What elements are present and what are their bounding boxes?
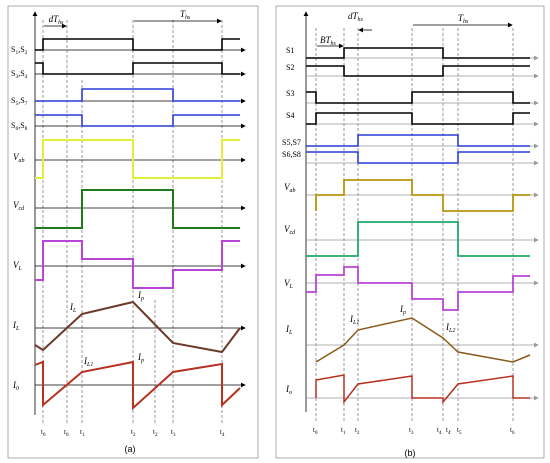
s3s4-label: S3,S4 [11, 69, 28, 80]
s1s2-wave [35, 38, 240, 51]
s5s7-b-wave [306, 134, 530, 147]
io-wave [34, 360, 241, 411]
s3-wave [306, 91, 530, 104]
vab-label: Vab [13, 152, 25, 164]
il1-label: IL1 [83, 356, 93, 368]
il-peak-label: IL [69, 302, 77, 314]
io-b-wave [315, 374, 530, 405]
s2-label: S2 [286, 63, 294, 72]
s3-label: S3 [286, 89, 294, 98]
s5s7-wave [35, 88, 240, 102]
vl-b-wave [306, 266, 530, 311]
panel-b-ticks: t0 t1 t2 t3 t4 t4' t5 t6 [313, 426, 515, 436]
vcd-b-wave [306, 221, 530, 257]
period-label: Ths [180, 9, 191, 21]
il-label: IL [12, 320, 20, 332]
il-b-label: IL [285, 324, 293, 336]
tick-label: t0 [41, 428, 46, 438]
vab-b-label: Vab [284, 182, 296, 194]
panel-a: dThs Ths S1,S2 S3,S4 S5,S7 S6,S8 Vab Vcd… [7, 5, 259, 459]
tick-label: t2 [131, 428, 136, 438]
tick-label: t3 [171, 428, 176, 438]
vl-wave [35, 240, 240, 289]
dt-b-label: dThs [348, 11, 364, 23]
io-label: I0 [12, 380, 19, 392]
vcd-b-label: Vcd [284, 224, 296, 236]
vab-b-wave [315, 179, 530, 212]
s2-wave [306, 65, 530, 77]
period-b-label: Ths [458, 13, 469, 25]
tick-label: t1 [80, 428, 85, 438]
tick-label: t5 [457, 426, 462, 436]
panel-b: BThs dThs Ths S1 S2 S3 S4 S5,S7 S6,S8 [275, 5, 545, 459]
s5s7-b-label: S5,S7 [282, 138, 301, 147]
tick-label: t2 [153, 428, 158, 438]
s6s8-b-wave [306, 151, 530, 164]
tick-label: t2 [355, 426, 360, 436]
s3s4-wave [35, 62, 240, 75]
panel-a-caption: (a) [125, 444, 136, 454]
panel-b-frame [275, 5, 545, 459]
il-b-wave [315, 317, 531, 363]
dt-label: dThs [49, 14, 65, 26]
tick-label: t1 [341, 426, 346, 436]
s1-wave [306, 47, 530, 59]
s6s8-b-label: S6,S8 [282, 150, 301, 159]
panel-a-guides [42, 20, 223, 425]
s5s7-label: S5,S7 [11, 96, 28, 107]
tick-label: t4 [220, 428, 225, 438]
tick-label: t6 [510, 426, 515, 436]
s4-label: S4 [286, 111, 294, 120]
panel-b-caption: (b) [405, 448, 416, 458]
s4-wave [306, 112, 530, 125]
s1s2-label: S1,S2 [11, 45, 28, 56]
tick-label: t4' [446, 426, 451, 436]
vcd-wave [35, 189, 240, 229]
io-b-label: Io [285, 384, 292, 396]
ip-label: Ip [137, 290, 144, 302]
vl-b-label: VL [284, 278, 294, 290]
s6s8-label: S6,S8 [11, 121, 28, 132]
tick-label: t0 [64, 428, 69, 438]
s1-label: S1 [286, 46, 294, 55]
s6s8-wave [35, 114, 240, 127]
il1-b-label: IL1 [349, 314, 359, 326]
vcd-label: Vcd [13, 200, 25, 212]
il2-b-label: IL2 [445, 322, 455, 334]
bt-label: BThs [320, 35, 337, 47]
tick-label: t0 [313, 426, 318, 436]
ip2-label: Ip [137, 352, 144, 364]
ip-b-label: Ip [399, 304, 406, 316]
vab-wave [35, 139, 240, 179]
panel-a-ticks: t0 t0 t1 t2 t2 t3 t4 [41, 428, 225, 438]
vl-label: VL [13, 260, 23, 272]
il-wave [34, 300, 241, 354]
tick-label: t4 [437, 426, 442, 436]
tick-label: t3 [409, 426, 414, 436]
